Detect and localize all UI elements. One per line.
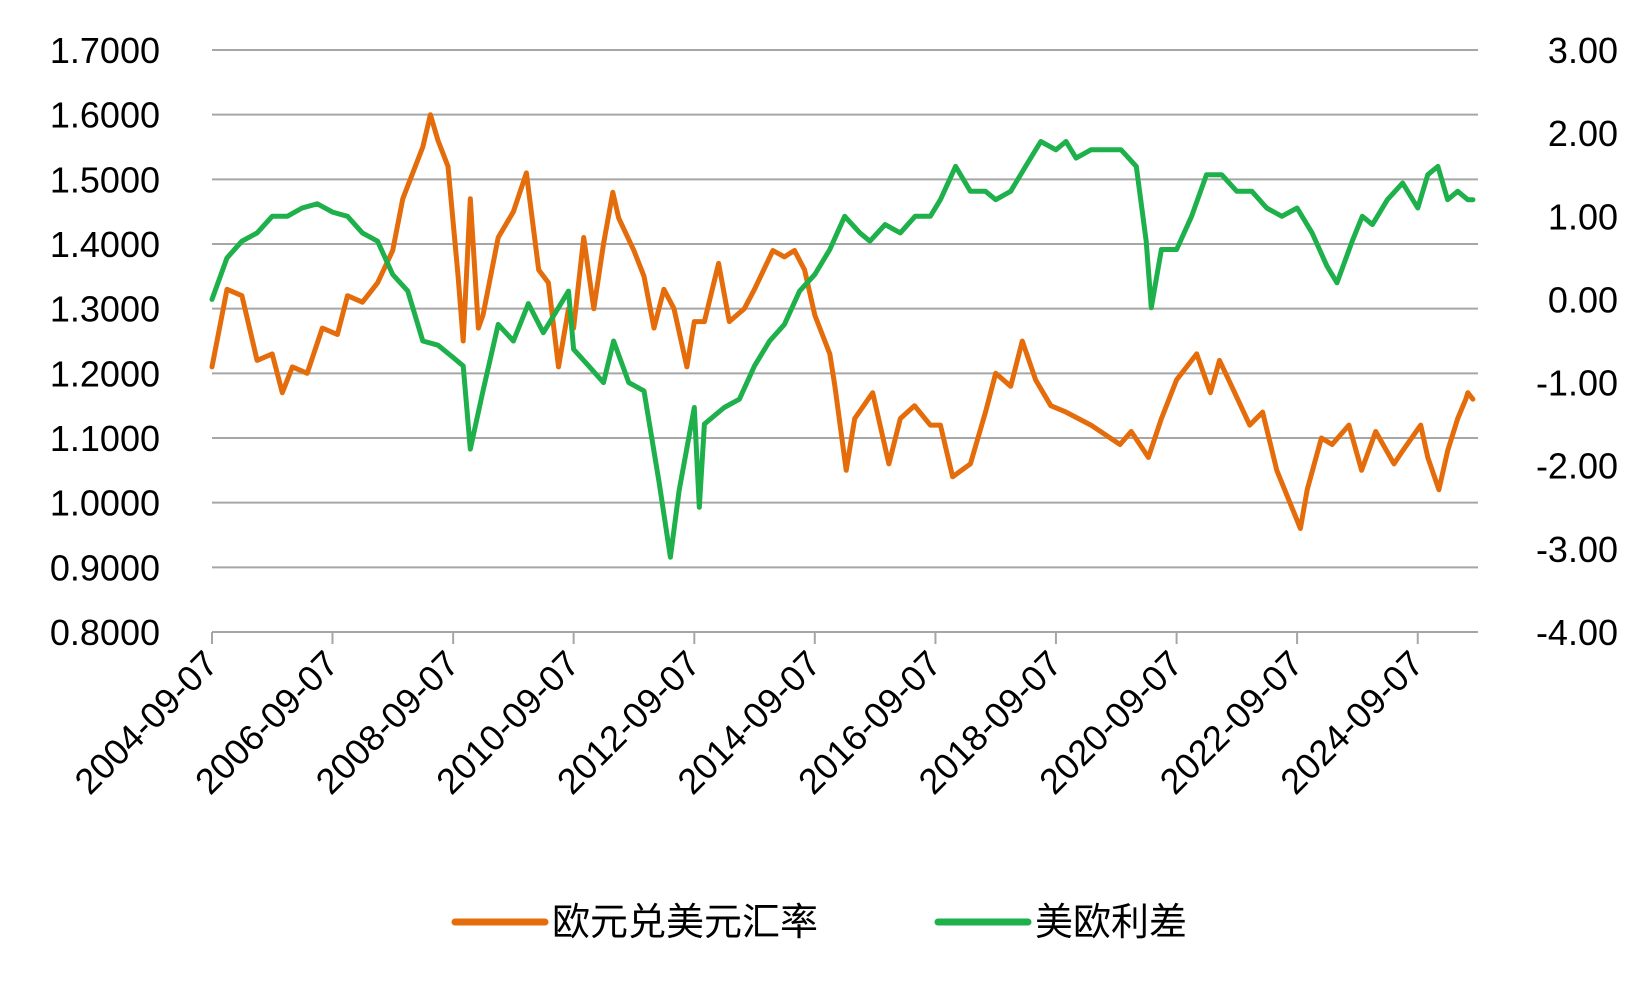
series-line-0	[209, 112, 1476, 531]
series-line-1	[209, 139, 1476, 560]
grid-lines	[212, 49, 1478, 633]
right-tick-label: -1.00	[1536, 363, 1618, 404]
right-tick-label: -3.00	[1536, 529, 1618, 570]
left-axis-ticks: 1.7000 1.6000 1.5000 1.4000 1.3000 1.2000 1.10…	[50, 30, 160, 653]
legend: 欧元兑美元汇率 美欧利差	[451, 900, 1187, 944]
left-tick-label: 0.9000	[50, 547, 160, 588]
left-tick-label: 1.4000	[50, 224, 160, 265]
right-tick-label: 1.00	[1548, 196, 1618, 237]
left-tick-label: 1.5000	[50, 159, 160, 200]
right-tick-label: -4.00	[1536, 612, 1618, 653]
right-tick-label: 2.00	[1548, 113, 1618, 154]
left-tick-label: 1.7000	[50, 30, 160, 71]
left-tick-label: 1.3000	[50, 289, 160, 330]
series-lines	[209, 112, 1476, 560]
right-tick-label: -2.00	[1536, 446, 1618, 487]
right-axis-ticks: 3.00 2.00 1.00 0.00 -1.00 -2.00 -3.00 -4.00	[1536, 30, 1618, 653]
left-tick-label: 1.2000	[50, 353, 160, 394]
right-tick-label: 0.00	[1548, 279, 1618, 320]
left-tick-label: 1.1000	[50, 418, 160, 459]
left-tick-label: 0.8000	[50, 612, 160, 653]
right-tick-label: 3.00	[1548, 30, 1618, 71]
legend-label-0: 欧元兑美元汇率	[552, 900, 818, 944]
left-tick-label: 1.0000	[50, 483, 160, 524]
x-axis: 2004-09-072006-09-072008-09-072010-09-07…	[66, 632, 1431, 802]
legend-label-1: 美欧利差	[1035, 900, 1187, 944]
left-tick-label: 1.6000	[50, 95, 160, 136]
